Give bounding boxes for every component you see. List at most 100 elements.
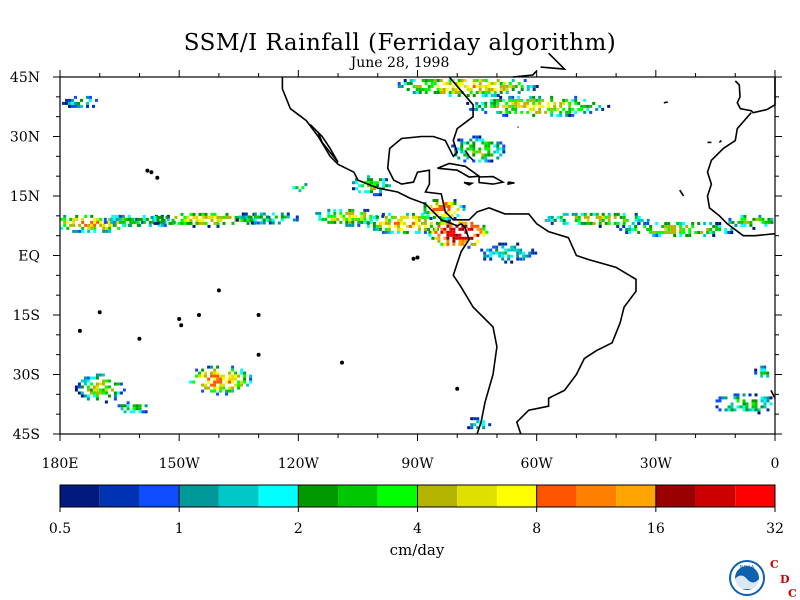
rain-cell <box>424 91 428 94</box>
rain-cell <box>429 217 433 220</box>
rain-cell <box>484 79 488 82</box>
rain-cell <box>66 220 70 224</box>
rain-cell <box>740 220 744 224</box>
rain-cell <box>429 211 433 214</box>
rain-cell <box>417 230 421 234</box>
rain-cell <box>92 394 96 398</box>
rain-cell <box>476 420 480 424</box>
rain-cell <box>752 217 756 221</box>
x-tick-label: 60W <box>521 456 554 472</box>
rain-cell <box>634 212 638 216</box>
rain-cell <box>228 377 232 381</box>
rain-cell <box>411 224 415 228</box>
rain-cell <box>455 233 459 237</box>
rain-cell <box>72 223 76 227</box>
rain-cell <box>86 101 89 105</box>
rain-cell <box>643 225 647 228</box>
colorbar-label: 1 <box>175 521 184 537</box>
rain-cell <box>240 380 244 384</box>
rain-cell <box>75 217 79 221</box>
rain-cell <box>216 392 220 396</box>
rain-cell <box>496 110 500 114</box>
rain-cell <box>574 215 578 219</box>
colorbar-swatch <box>338 485 378 507</box>
rain-cell <box>742 405 746 409</box>
rain-cell <box>225 392 229 396</box>
rain-cell <box>372 224 376 228</box>
rain-cell <box>507 248 511 252</box>
rain-cell <box>364 190 367 194</box>
rain-cell <box>449 233 453 237</box>
rain-cell <box>769 396 773 400</box>
rain-cell <box>529 98 533 102</box>
rain-cell <box>470 426 474 430</box>
rain-cell <box>429 224 433 228</box>
rain-cell <box>510 245 514 249</box>
colorbar-swatch <box>258 485 299 507</box>
rain-cell <box>510 260 514 264</box>
chart-subtitle: June 28, 1998 <box>350 55 450 71</box>
y-tick-label: 15N <box>10 189 40 205</box>
rain-cell <box>90 220 94 224</box>
rain-cell <box>730 228 734 231</box>
rain-cell <box>601 218 605 222</box>
rain-cell <box>423 227 427 231</box>
rain-cell <box>414 215 418 219</box>
colorbar-label: 32 <box>766 521 784 537</box>
rain-cell <box>508 85 512 88</box>
rain-cell <box>96 220 100 224</box>
chart-title: SSM/I Rainfall (Ferriday algorithm) <box>183 30 617 56</box>
rain-cell <box>384 215 388 219</box>
rain-cell <box>369 220 373 224</box>
rain-cell <box>763 396 767 400</box>
rain-cell <box>123 217 127 221</box>
island-dot <box>149 170 154 175</box>
rain-cell <box>378 224 382 228</box>
rain-cell <box>231 365 235 369</box>
rain-cell <box>556 113 560 117</box>
rain-cell <box>470 224 474 228</box>
rain-cell <box>216 371 220 375</box>
rain-cell <box>363 214 367 218</box>
rain-cell <box>352 181 355 185</box>
rain-cell <box>213 221 217 225</box>
rain-cell <box>724 231 728 234</box>
rain-cell <box>433 79 437 82</box>
rain-cell <box>345 211 349 215</box>
rain-cell <box>370 187 373 191</box>
rain-cell <box>472 94 476 97</box>
rain-cell <box>420 221 424 225</box>
rain-cell <box>219 215 223 219</box>
rain-cell <box>403 79 407 82</box>
rain-cell <box>531 248 535 252</box>
rain-cell <box>117 214 121 218</box>
rain-cell <box>65 101 68 105</box>
rain-cell <box>586 215 590 219</box>
rain-cell <box>139 217 143 221</box>
rain-cell <box>423 224 427 228</box>
rain-cell <box>452 239 456 243</box>
rain-cell <box>423 230 427 234</box>
rain-cell <box>754 393 758 397</box>
rain-cell <box>127 214 131 218</box>
x-tick-label: 150W <box>159 456 201 472</box>
rain-cell <box>160 217 164 221</box>
rain-cell <box>764 223 768 227</box>
rain-cell <box>198 374 202 378</box>
noaa-emblem-text: NOAA <box>740 565 755 571</box>
rain-cell <box>144 410 148 414</box>
rain-cell <box>476 239 480 243</box>
rain-cell <box>201 389 205 393</box>
rain-cell <box>424 88 428 91</box>
rain-cell <box>547 104 551 108</box>
rain-cell <box>667 231 671 234</box>
rain-cell <box>445 88 449 91</box>
rain-cell <box>667 228 671 231</box>
rain-cell <box>441 205 445 208</box>
rain-cell <box>616 225 620 228</box>
rain-cell <box>505 104 509 108</box>
rain-cell <box>476 417 480 421</box>
rain-cell <box>544 110 548 114</box>
rain-cell <box>758 214 762 218</box>
rain-cell <box>348 223 352 227</box>
